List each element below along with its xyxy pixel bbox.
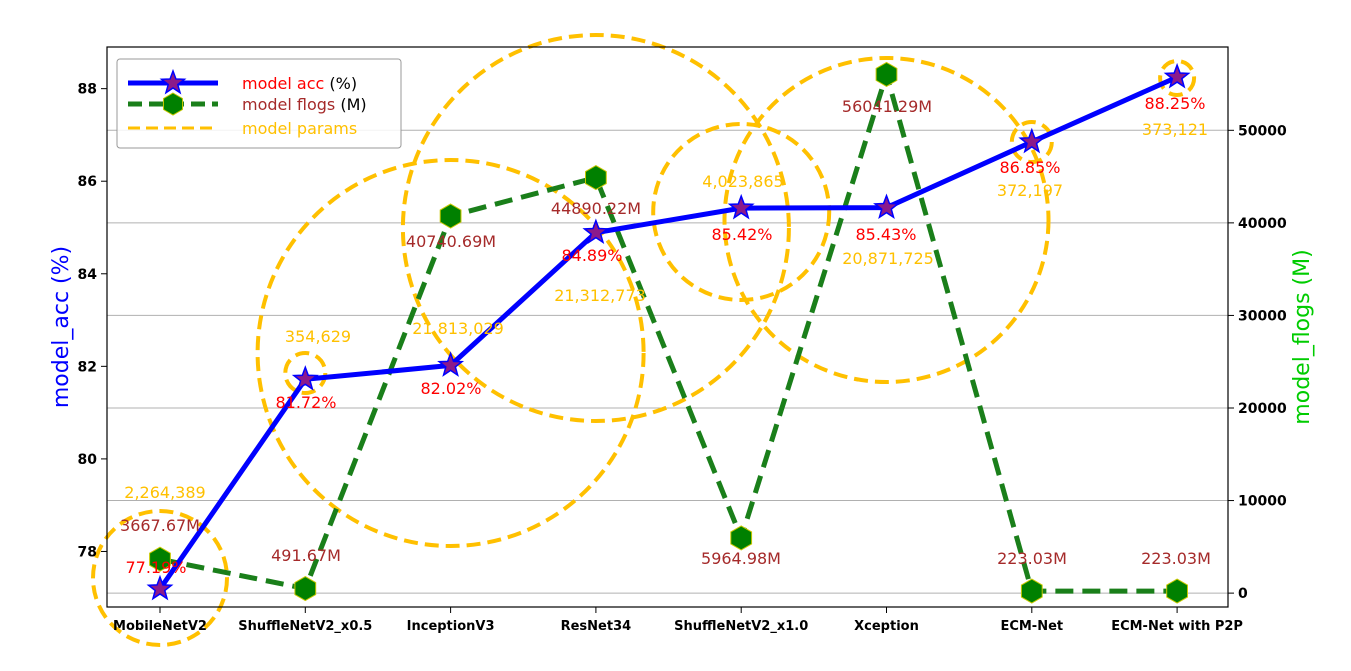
acc-label: 85.43%	[855, 225, 916, 244]
param-circle	[400, 33, 791, 423]
param-label: 2,264,389	[124, 483, 205, 502]
legend-hexagon-icon	[162, 92, 184, 116]
legend-label-name: model flogs	[242, 95, 340, 114]
plot-frame	[106, 46, 1229, 608]
param-label: 21,813,029	[412, 319, 504, 338]
left-tick-label: 84	[78, 267, 98, 283]
flops-point	[1020, 578, 1043, 604]
acc-point	[1163, 62, 1191, 89]
y-axis-right-title: model_flogs (M)	[1290, 249, 1315, 424]
right-tick-label: 30000	[1238, 308, 1287, 324]
param-circle	[283, 351, 328, 395]
acc-point	[1018, 127, 1046, 154]
right-tick-label: 20000	[1238, 401, 1287, 417]
x-tick-label: ECM-Net	[1000, 619, 1063, 634]
flops-label: 491.67M	[271, 546, 341, 565]
acc-point	[146, 574, 174, 601]
param-circle	[255, 158, 646, 548]
right-tick-label: 0	[1238, 586, 1248, 602]
legend-label: model acc (%)	[242, 74, 357, 93]
flops-point	[730, 525, 753, 551]
x-tick-label: ResNet34	[561, 619, 632, 634]
x-tick-label: ECM-Net with P2P	[1111, 619, 1243, 634]
flops-point	[1166, 578, 1188, 604]
param-circle	[1158, 59, 1197, 97]
y-axis-left-title: model_acc (%)	[49, 246, 74, 408]
flops-point	[439, 203, 462, 229]
param-label: 21,312,773	[554, 286, 646, 305]
param-circle	[1009, 120, 1054, 164]
legend-label-name: model acc	[242, 74, 329, 93]
flops-label: 5964.98M	[701, 549, 781, 568]
flops-label: 44890.22M	[551, 199, 641, 218]
param-circle	[722, 56, 1051, 384]
left-tick-label: 82	[78, 359, 97, 375]
flops-point	[294, 575, 317, 602]
param-label: 20,871,725	[842, 249, 934, 268]
acc-label: 88.25%	[1144, 94, 1205, 113]
acc-point	[873, 193, 900, 220]
series-layer: 2,264,389 354,629 21,813,029 21,312,773 4,02…	[91, 33, 1211, 647]
flops-label: 223.03M	[997, 549, 1067, 568]
flops-label: 40740.69M	[406, 232, 496, 251]
x-tick-label: Xception	[854, 619, 919, 634]
param-label: 373,121	[1142, 120, 1208, 139]
x-tick-label: InceptionV3	[407, 619, 495, 634]
legend-label: model params	[242, 119, 357, 138]
param-circle	[651, 122, 832, 302]
x-tick-label: ShuffleNetV2_x1.0	[674, 619, 808, 634]
right-tick-label: 10000	[1238, 494, 1287, 510]
left-tick-label: 78	[78, 544, 97, 560]
legend-label-unit: (M)	[340, 95, 366, 114]
acc-point	[437, 351, 465, 377]
acc-label: 77.19%	[125, 558, 186, 577]
param-circle	[91, 509, 229, 647]
flops-label: 3667.67M	[120, 516, 200, 535]
flops-series-line	[159, 65, 1178, 594]
acc-point	[727, 193, 755, 220]
left-tick-label: 80	[78, 452, 98, 468]
acc-label: 84.89%	[561, 246, 622, 265]
acc-label: 81.72%	[275, 393, 336, 412]
legend-label-unit: (%)	[329, 74, 357, 93]
right-tick-label: 40000	[1238, 216, 1287, 232]
acc-label: 85.42%	[711, 225, 772, 244]
left-tick-label: 88	[78, 82, 97, 98]
flops-point	[585, 165, 607, 191]
param-label: 372,197	[997, 181, 1063, 200]
acc-point	[582, 218, 610, 245]
x-tick-label: MobileNetV2	[113, 619, 207, 634]
acc-label: 82.02%	[420, 379, 481, 398]
param-label: 4,023,865	[702, 172, 783, 191]
legend: model acc (%) model flogs (M) model params	[116, 58, 402, 149]
legend-star-icon	[159, 68, 187, 95]
axes: 78 80 82 84 86 88 0 10000 20000 30000 40000 50000 Mo…	[49, 46, 1315, 634]
acc-series-line	[157, 74, 1179, 591]
acc-point	[291, 365, 319, 391]
left-tick-label: 86	[78, 174, 97, 190]
legend-label: model flogs (M)	[242, 95, 367, 114]
right-tick-label: 50000	[1238, 123, 1287, 139]
flops-label: 223.03M	[1141, 549, 1211, 568]
param-label: 354,629	[285, 327, 351, 346]
flops-point	[149, 546, 171, 572]
legend-label-name: model params	[242, 119, 357, 138]
x-tick-label: ShuffleNetV2_x0.5	[238, 619, 372, 634]
acc-label: 86.85%	[999, 158, 1060, 177]
flops-label: 56041.29M	[842, 97, 932, 116]
flops-point	[875, 61, 898, 87]
